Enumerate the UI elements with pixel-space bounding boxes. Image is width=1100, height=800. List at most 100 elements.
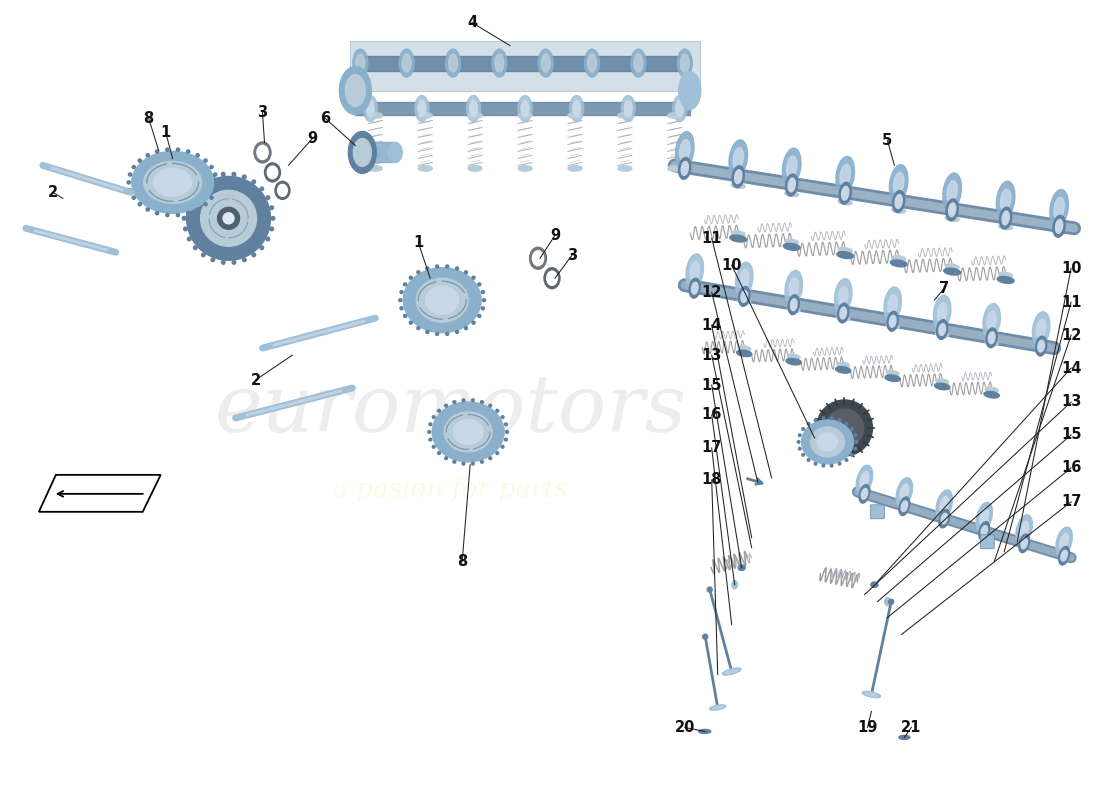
Circle shape	[128, 181, 130, 184]
Ellipse shape	[935, 383, 949, 390]
Ellipse shape	[733, 148, 744, 170]
Circle shape	[210, 166, 213, 169]
Ellipse shape	[403, 54, 411, 72]
Text: 9: 9	[307, 131, 318, 146]
Circle shape	[270, 227, 274, 230]
Ellipse shape	[836, 157, 855, 194]
Ellipse shape	[267, 166, 277, 178]
Circle shape	[855, 441, 858, 443]
Circle shape	[850, 454, 854, 456]
Text: 2: 2	[251, 373, 261, 387]
Text: 11: 11	[1060, 294, 1081, 310]
Circle shape	[496, 452, 498, 454]
Text: 2: 2	[47, 185, 58, 200]
Ellipse shape	[838, 247, 853, 253]
Ellipse shape	[842, 186, 849, 200]
Ellipse shape	[1037, 340, 1045, 352]
Text: 1: 1	[161, 125, 170, 140]
Circle shape	[845, 422, 848, 425]
Ellipse shape	[680, 139, 690, 162]
Ellipse shape	[518, 95, 532, 122]
Circle shape	[252, 253, 255, 257]
Ellipse shape	[679, 158, 691, 179]
Circle shape	[417, 326, 420, 330]
Ellipse shape	[984, 391, 999, 398]
Circle shape	[129, 173, 132, 176]
Circle shape	[436, 332, 439, 335]
Circle shape	[184, 206, 187, 210]
Circle shape	[830, 417, 833, 419]
Circle shape	[242, 258, 246, 262]
Circle shape	[482, 306, 484, 310]
Ellipse shape	[568, 166, 582, 171]
Ellipse shape	[432, 402, 504, 462]
Circle shape	[472, 399, 474, 402]
Ellipse shape	[1019, 534, 1030, 553]
Ellipse shape	[895, 194, 902, 209]
Ellipse shape	[887, 370, 899, 376]
Circle shape	[183, 217, 186, 220]
Ellipse shape	[444, 412, 492, 452]
Ellipse shape	[862, 691, 880, 698]
Circle shape	[446, 265, 449, 268]
Text: 1: 1	[414, 234, 424, 250]
Ellipse shape	[673, 95, 686, 122]
Circle shape	[502, 416, 504, 418]
Circle shape	[496, 410, 498, 412]
Circle shape	[417, 270, 420, 274]
Circle shape	[438, 452, 440, 454]
Circle shape	[201, 253, 205, 257]
Ellipse shape	[837, 315, 849, 321]
Circle shape	[807, 458, 810, 462]
Circle shape	[270, 206, 274, 210]
Ellipse shape	[783, 243, 800, 250]
Ellipse shape	[416, 278, 469, 322]
Ellipse shape	[979, 522, 990, 540]
Ellipse shape	[999, 272, 1013, 278]
Ellipse shape	[811, 427, 845, 457]
Circle shape	[223, 213, 234, 224]
Ellipse shape	[840, 307, 847, 319]
Circle shape	[196, 154, 199, 157]
Ellipse shape	[738, 299, 750, 304]
Circle shape	[166, 148, 169, 151]
Ellipse shape	[680, 54, 690, 72]
Ellipse shape	[1058, 546, 1069, 565]
Circle shape	[472, 276, 475, 279]
Circle shape	[446, 332, 449, 335]
Circle shape	[221, 173, 226, 176]
Circle shape	[464, 326, 468, 330]
Ellipse shape	[735, 170, 741, 184]
Circle shape	[822, 464, 825, 467]
Circle shape	[260, 187, 264, 190]
Ellipse shape	[466, 95, 481, 122]
Ellipse shape	[980, 509, 989, 526]
Ellipse shape	[449, 54, 458, 72]
Circle shape	[266, 237, 270, 241]
Circle shape	[472, 462, 474, 465]
Ellipse shape	[988, 332, 996, 344]
Text: 20: 20	[674, 720, 695, 735]
Ellipse shape	[784, 191, 799, 197]
Ellipse shape	[983, 303, 1000, 338]
Circle shape	[798, 441, 800, 443]
Ellipse shape	[890, 315, 896, 327]
Ellipse shape	[838, 199, 853, 205]
Ellipse shape	[946, 199, 958, 221]
Ellipse shape	[353, 49, 367, 77]
Ellipse shape	[835, 278, 852, 314]
Ellipse shape	[732, 581, 737, 589]
Circle shape	[438, 410, 440, 412]
Text: 17: 17	[702, 441, 722, 455]
Circle shape	[194, 187, 197, 190]
Circle shape	[176, 148, 179, 151]
Ellipse shape	[892, 256, 905, 261]
Ellipse shape	[817, 433, 837, 451]
Ellipse shape	[1016, 514, 1033, 544]
Circle shape	[139, 202, 142, 206]
Ellipse shape	[518, 113, 532, 118]
Circle shape	[166, 214, 169, 217]
Circle shape	[194, 246, 197, 250]
Ellipse shape	[675, 132, 694, 170]
Circle shape	[703, 634, 707, 639]
